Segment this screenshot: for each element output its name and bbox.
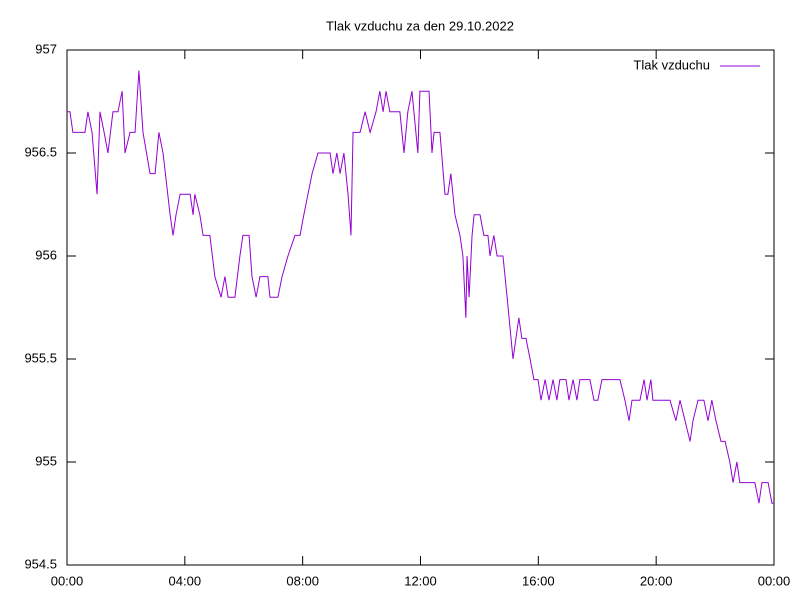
data-line bbox=[67, 70, 774, 504]
y-tick-label: 955.5 bbox=[24, 350, 57, 365]
x-tick-label: 08:00 bbox=[286, 573, 319, 588]
x-tick-label: 00:00 bbox=[51, 573, 84, 588]
y-tick-label: 956.5 bbox=[24, 144, 57, 159]
x-tick-label: 04:00 bbox=[169, 573, 202, 588]
y-tick-label: 955 bbox=[35, 453, 57, 468]
chart-title: Tlak vzduchu za den 29.10.2022 bbox=[326, 18, 514, 33]
x-tick-label: 20:00 bbox=[640, 573, 673, 588]
legend-label: Tlak vzduchu bbox=[633, 57, 710, 72]
y-tick-label: 957 bbox=[35, 41, 57, 56]
x-tick-label: 16:00 bbox=[522, 573, 555, 588]
x-tick-label: 00:00 bbox=[758, 573, 791, 588]
y-tick-label: 956 bbox=[35, 247, 57, 262]
y-tick-label: 954.5 bbox=[24, 556, 57, 571]
x-tick-label: 12:00 bbox=[404, 573, 437, 588]
